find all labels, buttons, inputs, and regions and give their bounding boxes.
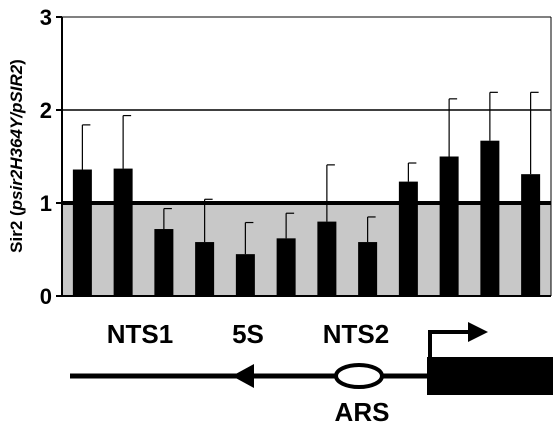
y-tick-label-1: 1 xyxy=(40,191,52,216)
bar-10 xyxy=(439,156,459,296)
bar-9 xyxy=(398,181,418,296)
y-axis-label-italic: psir2H364Y/pSIR2 xyxy=(7,64,26,211)
transcription-start-arrow xyxy=(428,330,472,357)
ars-label: ARS xyxy=(335,397,390,427)
5s-direction-arrow xyxy=(232,364,254,388)
ars-element xyxy=(334,363,384,389)
bar-2 xyxy=(113,168,133,296)
bar-4 xyxy=(195,242,215,296)
y-axis-label-prefix: Sir2 ( xyxy=(7,210,26,253)
rdna-map: NTS1 5S NTS2 ARS xyxy=(70,319,553,427)
map-label-5s: 5S xyxy=(232,319,264,349)
bar-7 xyxy=(317,221,337,296)
bar-3 xyxy=(154,229,174,296)
y-axis-label-suffix: ) xyxy=(7,59,26,65)
bar-12 xyxy=(521,174,541,296)
y-tick-label-3: 3 xyxy=(40,5,52,30)
bar-11 xyxy=(480,140,500,296)
bar-chart: 0 1 2 3 xyxy=(40,5,552,309)
map-label-nts1: NTS1 xyxy=(107,319,173,349)
shaded-region xyxy=(62,203,551,296)
transcription-arrowhead xyxy=(468,322,488,342)
y-tick-label-0: 0 xyxy=(40,284,52,309)
y-axis-label: Sir2 (psir2H364Y/pSIR2) xyxy=(7,59,26,253)
35s-gene-block xyxy=(427,357,553,395)
bar-6 xyxy=(276,238,296,296)
bar-1 xyxy=(72,169,92,296)
map-label-nts2: NTS2 xyxy=(323,319,389,349)
bar-8 xyxy=(358,242,378,296)
y-tick-label-2: 2 xyxy=(40,98,52,123)
bar-5 xyxy=(235,254,255,296)
